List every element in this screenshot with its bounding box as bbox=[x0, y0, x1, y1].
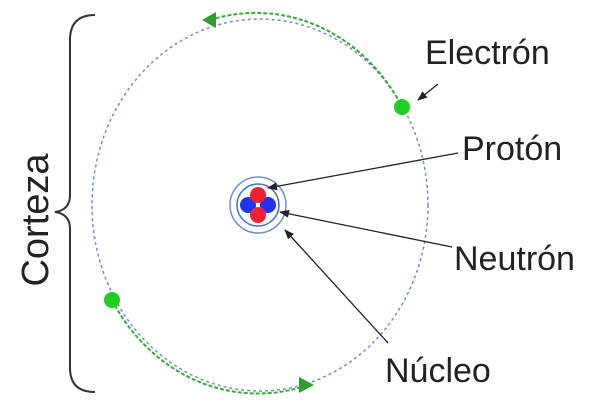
neutron bbox=[240, 197, 256, 213]
electron bbox=[104, 292, 120, 308]
orbit-arc-top bbox=[209, 11, 403, 108]
orbit-arc-bottom bbox=[111, 299, 306, 395]
electron-label: Electrón bbox=[425, 34, 550, 72]
nucleus-label: Núcleo bbox=[385, 352, 491, 390]
neutron-label: Neutrón bbox=[454, 240, 575, 278]
brace bbox=[54, 14, 96, 393]
proton bbox=[250, 207, 266, 223]
orbit bbox=[91, 18, 429, 392]
electron-pointer bbox=[417, 83, 439, 101]
proton bbox=[250, 187, 266, 203]
neutron bbox=[260, 197, 276, 213]
nucleus-outer bbox=[229, 176, 287, 234]
orbit-arrow-top bbox=[202, 12, 216, 28]
proton-pointer bbox=[267, 152, 459, 191]
orbit-arrow-bottom bbox=[299, 377, 314, 393]
proton-label: Protón bbox=[462, 130, 562, 168]
nucleus-pointer bbox=[284, 229, 389, 344]
cortex-label: Corteza bbox=[15, 153, 57, 287]
electron bbox=[394, 99, 410, 115]
neutron-pointer bbox=[279, 209, 453, 248]
nucleus-inner bbox=[236, 183, 280, 227]
